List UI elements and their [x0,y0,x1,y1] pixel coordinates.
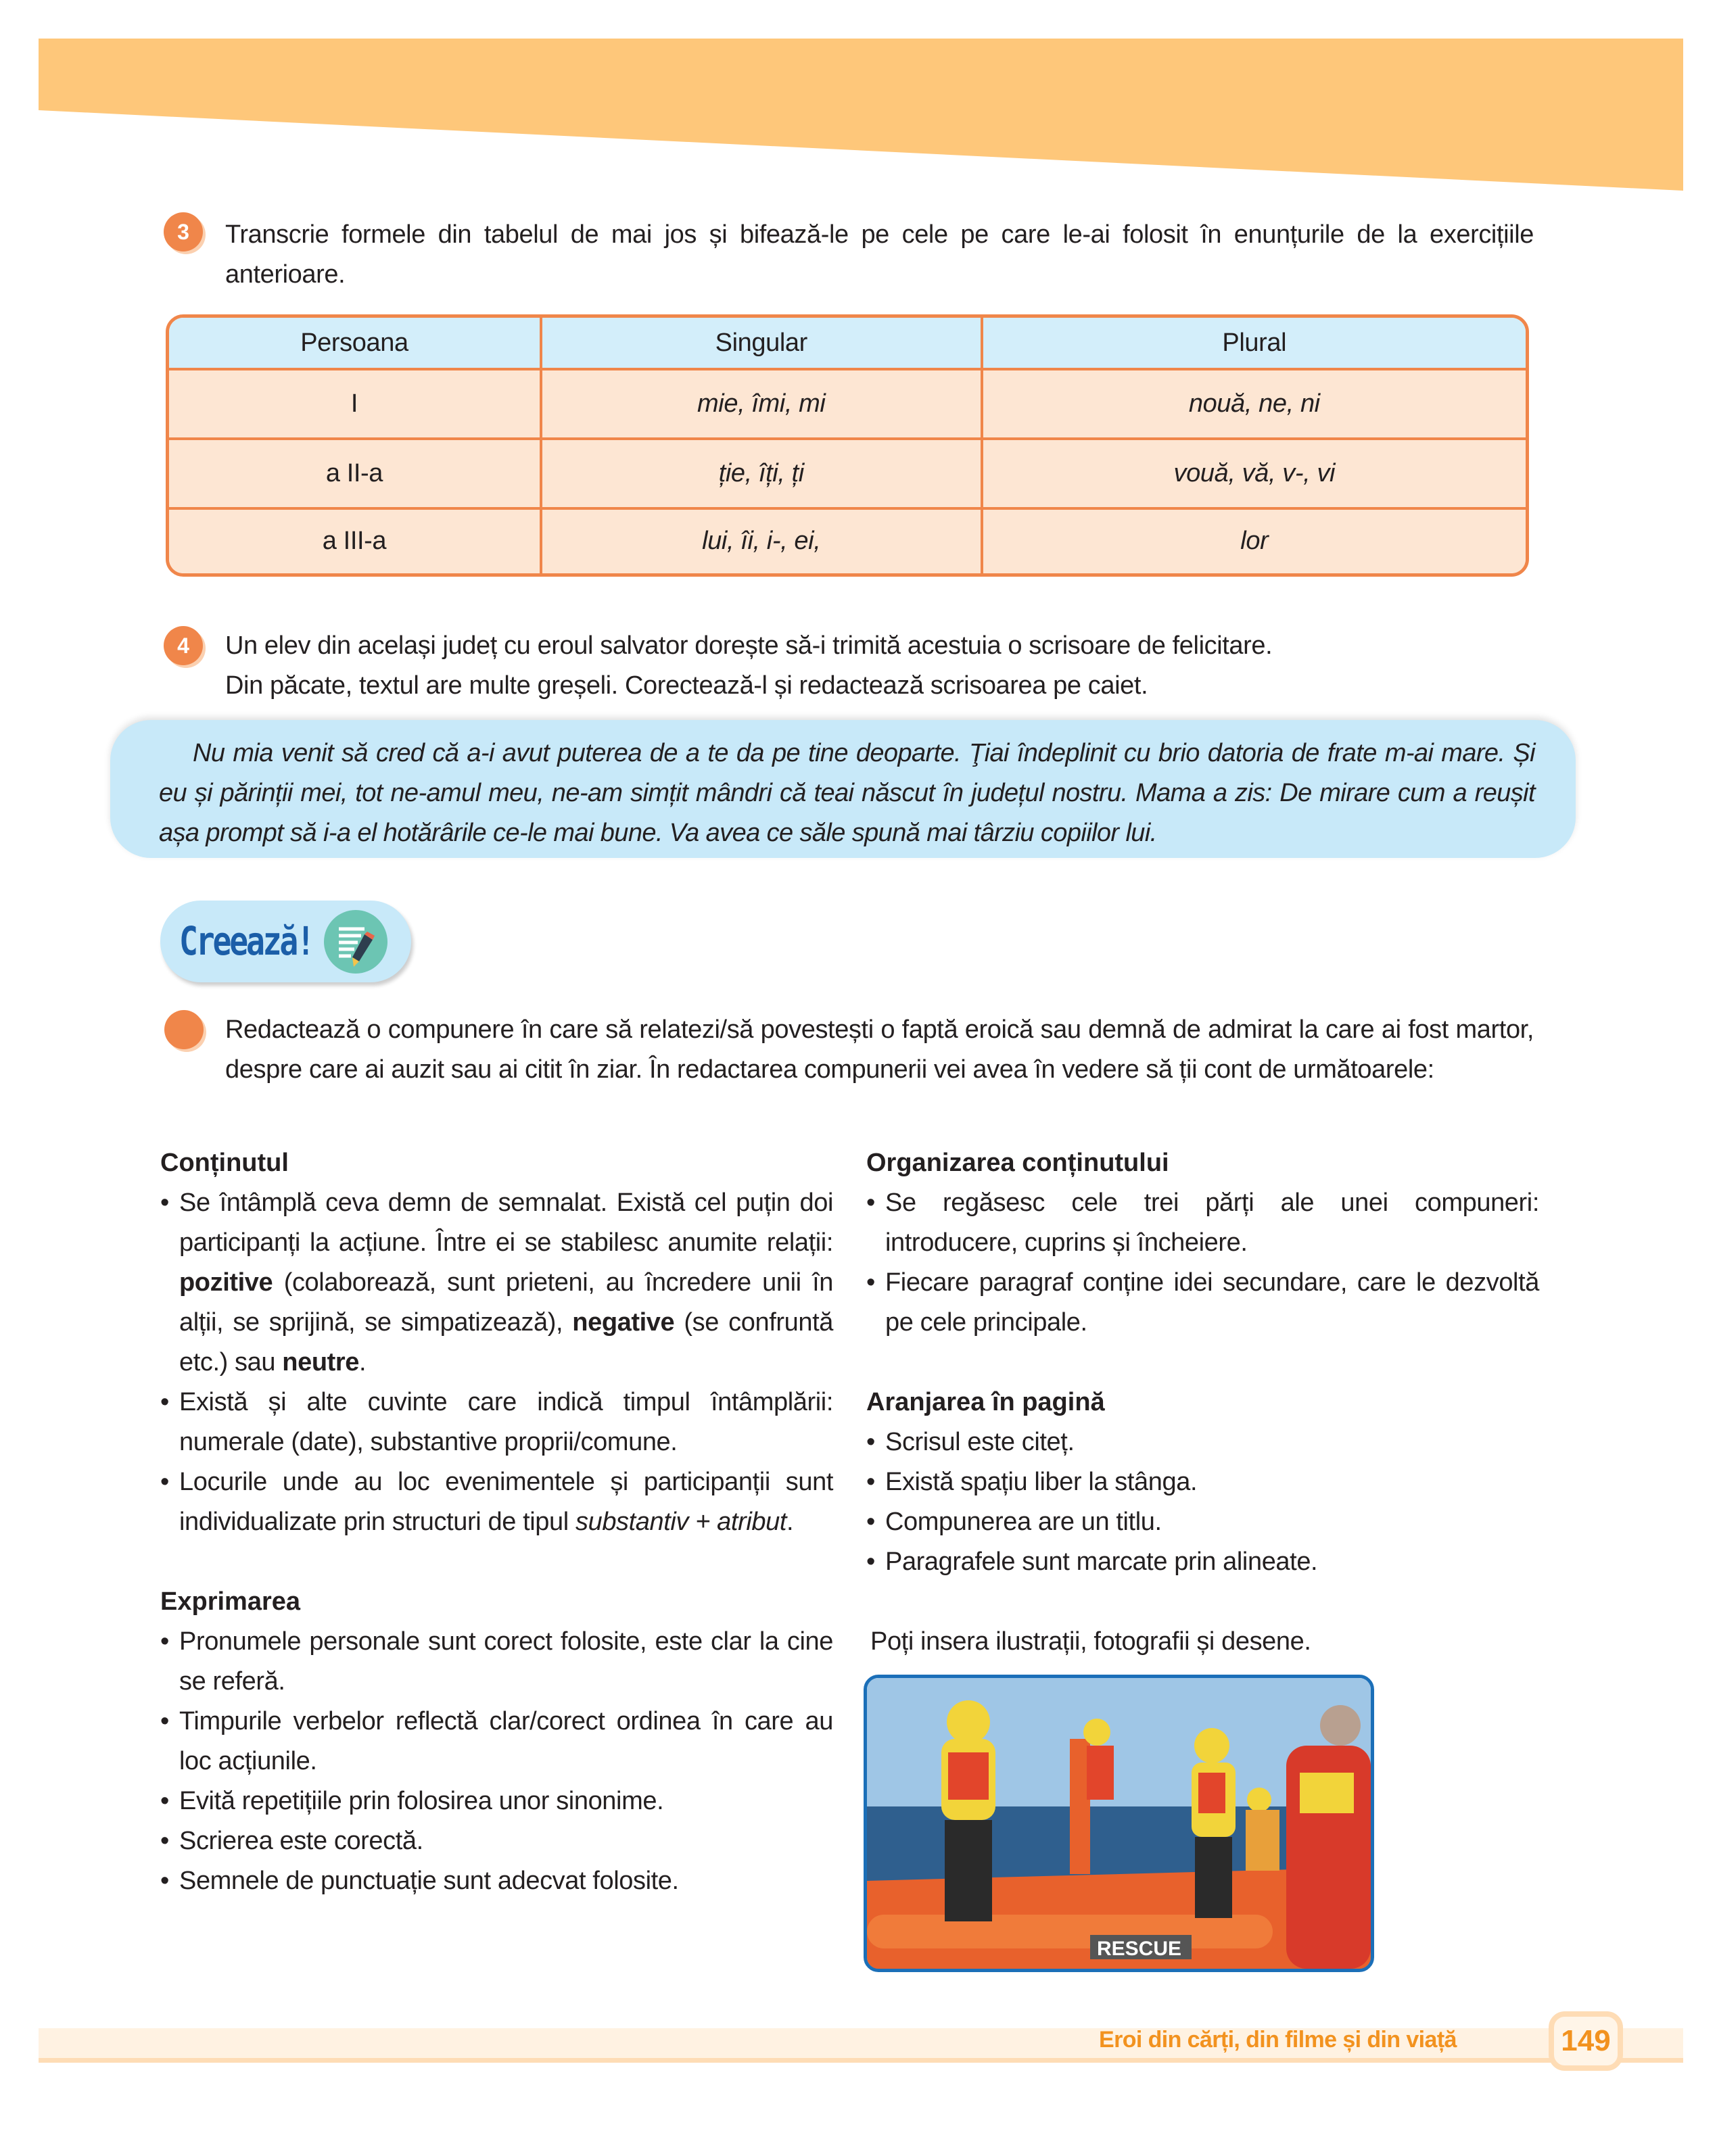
right-criteria-column: Organizarea conținutului Se regăsesc cel… [866,1143,1539,1662]
letter-with-errors: Nu mia venit să cred că a-i avut puterea… [110,720,1576,858]
table-row: a II-a ție, îți, ți vouă, vă, v-, vi [169,439,1526,510]
page-number: 149 [1549,2011,1623,2071]
list-item: Fiecare paragraf conține idei secundare,… [866,1263,1539,1343]
insert-note: Poți insera ilustrații, fotografii și de… [870,1627,1311,1656]
create-title: Creează! [179,918,315,964]
organization-list: Se regăsesc cele trei părți ale unei com… [866,1183,1539,1343]
list-item: Paragrafele sunt marcate prin alineate. [866,1542,1539,1582]
list-item: Scrisul este citeț. [866,1422,1539,1462]
list-item: Compunerea are un titlu. [866,1502,1539,1542]
layout-list: Scrisul este citeț. Există spațiu liber … [866,1422,1539,1582]
rescue-team-photo: RESCUE [864,1675,1374,1972]
organization-heading: Organizarea conținutului [866,1149,1169,1177]
table-cell: nouă, ne, ni [983,370,1526,440]
table-cell: a II-a [169,439,542,510]
footer-band [39,2028,1683,2063]
expression-list: Pronumele personale sunt corect folosite… [160,1622,833,1901]
table-row: a III-a lui, îi, i-, ei, lor [169,509,1526,573]
table-cell: ție, îți, ți [542,439,983,510]
task-bullet-icon [164,1010,204,1049]
list-item: Semnele de punctuație sunt adecvat folos… [160,1861,833,1901]
exercise-number-badge: 3 [164,212,203,251]
list-item: Se întâmplă ceva demn de semnalat. Exist… [160,1183,833,1383]
list-item: Evită repetițiile prin folosirea unor si… [160,1781,833,1821]
list-item: Scrierea este corectă. [160,1821,833,1861]
layout-heading: Aranjarea în pagină [866,1388,1105,1416]
chapter-title: Eroi din cărți, din filme și din viață [1099,2027,1457,2053]
exercise-3-instruction: Transcrie formele din tabelul de mai jos… [225,220,1534,289]
create-section-label: Creează! [160,901,411,982]
table-header-row: Persoana Singular Plural [169,318,1526,370]
pronoun-table: Persoana Singular Plural I mie, îmi, mi … [166,314,1529,577]
list-item: Locurile unde au loc evenimentele și par… [160,1462,833,1542]
column-header: Singular [542,318,983,370]
content-list: Se întâmplă ceva demn de semnalat. Exist… [160,1183,833,1542]
list-item: Se regăsesc cele trei părți ale unei com… [866,1183,1539,1263]
content-heading: Conținutul [160,1149,289,1177]
table-cell: lui, îi, i-, ei, [542,509,983,573]
table-cell: vouă, vă, v-, vi [983,439,1526,510]
exercise-4-instruction: Un elev din același județ cu eroul salva… [225,626,1534,706]
list-item: Pronumele personale sunt corect folosite… [160,1622,833,1702]
letter-text: Nu mia venit să cred că a-i avut puterea… [159,739,1536,847]
expression-heading: Exprimarea [160,1587,301,1616]
table-cell: I [169,370,542,440]
table-cell: a III-a [169,509,542,573]
list-item: Timpurile verbelor reflectă clar/corect … [160,1702,833,1781]
table-cell: lor [983,509,1526,573]
column-header: Plural [983,318,1526,370]
exercise-number-badge: 4 [164,626,203,665]
boat-label: RESCUE [1097,1938,1181,1960]
instruction-line: Un elev din același județ cu eroul salva… [225,631,1273,660]
table-row: I mie, îmi, mi nouă, ne, ni [169,370,1526,440]
left-criteria-column: Conținutul Se întâmplă ceva demn de semn… [160,1143,833,1901]
table-cell: mie, îmi, mi [542,370,983,440]
list-item: Există spațiu liber la stânga. [866,1462,1539,1502]
writing-pencil-icon [324,910,387,974]
list-item: Există și alte cuvinte care indică timpu… [160,1383,833,1462]
composition-task: Redactează o compunere în care să relate… [225,1015,1534,1084]
rescuer-figure [941,1700,995,1921]
header-band [39,39,1683,191]
instruction-line: Din păcate, textul are multe greșeli. Co… [225,671,1148,700]
column-header: Persoana [169,318,542,370]
